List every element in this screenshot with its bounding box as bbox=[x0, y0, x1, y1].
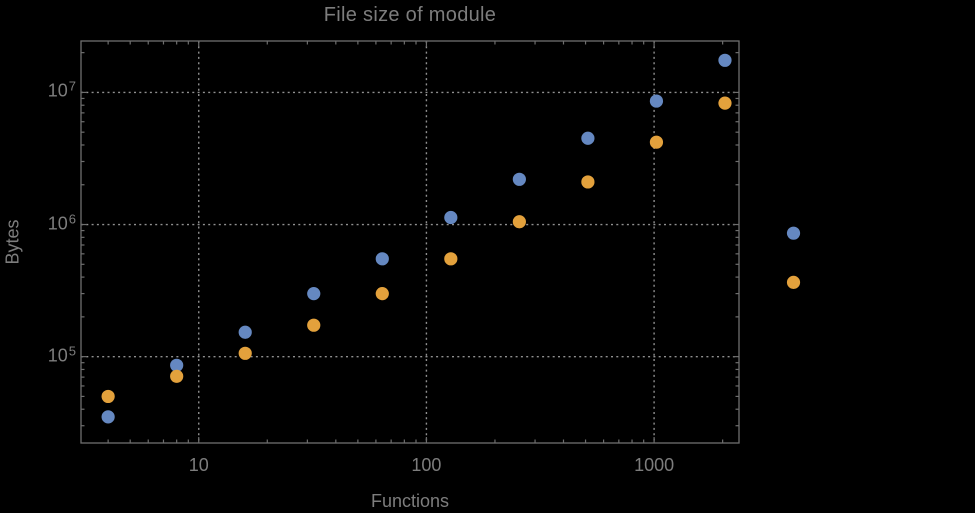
data-point-series-2-orange bbox=[649, 135, 664, 149]
data-point-series-2-orange bbox=[307, 318, 321, 332]
chart-title: File size of module bbox=[323, 4, 497, 26]
data-point-series-1-blue bbox=[786, 226, 801, 240]
y-axis-tick-label: 105 bbox=[0, 343, 76, 366]
y-tick-base: 10 bbox=[47, 213, 68, 234]
y-tick-base: 10 bbox=[47, 345, 68, 366]
y-axis-tick-label: 106 bbox=[0, 211, 76, 234]
data-point-series-2-orange bbox=[444, 252, 458, 266]
data-point-series-1-blue bbox=[375, 252, 389, 266]
data-point-series-2-orange bbox=[238, 346, 252, 360]
data-point-series-2-orange bbox=[786, 275, 801, 289]
plot-frame bbox=[80, 40, 740, 444]
data-point-series-2-orange bbox=[170, 369, 184, 383]
data-point-series-2-orange bbox=[101, 389, 115, 404]
data-point-series-1-blue bbox=[649, 94, 664, 108]
y-axis-tick-label: 107 bbox=[0, 79, 76, 102]
data-point-series-1-blue bbox=[512, 172, 526, 186]
data-point-series-1-blue bbox=[718, 53, 732, 67]
data-point-series-2-orange bbox=[581, 175, 595, 189]
data-point-series-2-orange bbox=[375, 287, 389, 301]
y-tick-exponent: 6 bbox=[68, 211, 76, 227]
y-tick-exponent: 5 bbox=[68, 343, 76, 359]
data-point-series-1-blue bbox=[307, 287, 321, 301]
x-axis-tick-label: 1000 bbox=[634, 455, 675, 475]
data-point-series-2-orange bbox=[512, 215, 526, 229]
data-point-series-2-orange bbox=[718, 96, 732, 110]
x-axis-label: Functions bbox=[370, 491, 450, 511]
data-point-series-1-blue bbox=[101, 410, 115, 424]
data-point-series-1-blue bbox=[581, 131, 595, 145]
data-point-series-1-blue bbox=[170, 358, 184, 372]
x-axis-tick-label: 10 bbox=[188, 455, 209, 475]
data-point-series-1-blue bbox=[444, 210, 458, 225]
y-tick-exponent: 7 bbox=[68, 79, 76, 95]
x-axis-tick-label: 100 bbox=[411, 455, 442, 475]
y-tick-base: 10 bbox=[47, 81, 68, 102]
data-point-series-1-blue bbox=[238, 325, 252, 339]
